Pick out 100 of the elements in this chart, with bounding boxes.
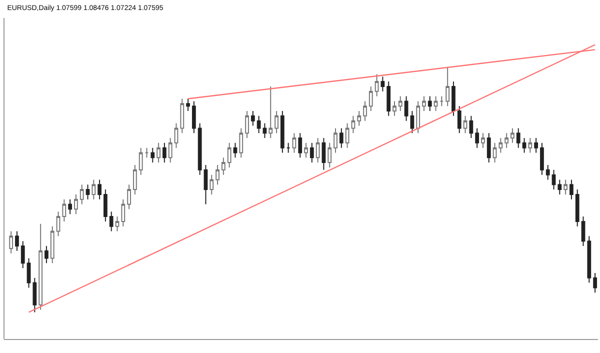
candlestick	[50, 226, 54, 264]
candlestick	[528, 138, 532, 154]
candlestick	[498, 138, 503, 154]
candlestick	[481, 132, 485, 148]
candlestick	[357, 110, 362, 126]
candlestick	[115, 216, 120, 232]
candlestick	[398, 96, 402, 112]
candlestick	[104, 189, 108, 222]
candlestick	[552, 169, 556, 190]
candlestick	[593, 272, 597, 294]
candlestick	[286, 142, 290, 154]
candlestick	[475, 128, 480, 148]
candlestick	[26, 258, 31, 288]
candlestick	[127, 184, 131, 210]
candlestick	[374, 74, 379, 97]
candlestick	[204, 164, 208, 205]
candlestick	[316, 138, 320, 164]
candlestick	[32, 277, 37, 313]
candlestick	[98, 179, 102, 200]
candlestick	[587, 236, 592, 284]
candlestick	[239, 128, 244, 158]
candlestick	[138, 147, 143, 176]
candlestick	[416, 100, 420, 134]
candlestick	[404, 96, 408, 122]
candlestick	[581, 216, 586, 246]
candlestick	[20, 240, 25, 269]
candlestick	[452, 81, 456, 116]
candlestick	[564, 179, 568, 195]
candlestick	[504, 132, 509, 148]
candlestick	[368, 86, 373, 112]
candlestick	[162, 142, 166, 164]
candlestick	[198, 122, 202, 176]
candlestick	[268, 86, 273, 139]
candlestick	[121, 198, 126, 227]
candlestick	[262, 122, 267, 139]
candlestick	[210, 174, 214, 195]
candlestick	[15, 230, 19, 252]
candlestick	[298, 132, 302, 158]
candlestick	[304, 142, 308, 158]
candlestick	[522, 138, 526, 154]
candlestick	[133, 164, 137, 195]
candlestick	[328, 142, 332, 168]
candlestick	[62, 198, 66, 222]
candlestick	[334, 128, 338, 154]
candlestick	[310, 142, 314, 164]
candlestick	[440, 96, 444, 107]
candlestick	[516, 128, 520, 148]
candlestick	[80, 184, 84, 205]
candlestick	[457, 106, 462, 134]
candlestick	[510, 128, 514, 144]
candlestick	[192, 100, 196, 134]
candlestick	[492, 142, 497, 164]
candlestick	[233, 142, 238, 158]
candlestick	[74, 194, 78, 215]
candlestick	[292, 132, 296, 154]
candlestick	[221, 157, 226, 176]
candlestick	[216, 164, 220, 186]
candlestick	[9, 230, 14, 254]
candlestick	[575, 189, 580, 227]
candlestick	[339, 128, 344, 148]
candlestick	[250, 110, 255, 126]
candlestick	[486, 132, 491, 164]
candlestick	[156, 142, 160, 164]
candlestick	[227, 142, 232, 168]
candlestick	[422, 96, 426, 112]
candlestick	[44, 245, 48, 264]
candlestick	[558, 179, 562, 195]
candlestick	[245, 110, 249, 139]
candlestick	[463, 115, 468, 134]
candlestick	[56, 211, 60, 237]
candlestick	[280, 110, 284, 154]
candlestick	[434, 96, 438, 112]
candlestick	[428, 96, 432, 112]
candlestick	[410, 110, 414, 134]
candlestick	[256, 115, 261, 134]
candlestick	[174, 122, 178, 148]
candlestick	[92, 179, 96, 200]
candlestick	[144, 147, 149, 158]
candlestick	[86, 184, 90, 200]
candlestick	[186, 98, 190, 112]
candlestick	[363, 100, 367, 122]
candlestick	[446, 66, 450, 107]
candlestick	[570, 179, 574, 200]
candlestick	[150, 147, 155, 164]
candlestick	[68, 198, 72, 215]
candlestick	[180, 98, 184, 134]
candlestick	[322, 138, 326, 170]
candlestick	[345, 122, 350, 148]
candlestick	[386, 81, 391, 116]
candlestick	[534, 138, 538, 154]
candlestick	[38, 223, 43, 310]
candlestick	[168, 138, 172, 164]
candlestick	[109, 211, 114, 232]
candlestick	[546, 164, 550, 180]
candlestick	[469, 115, 474, 139]
candlestick	[392, 100, 396, 116]
candlestick	[274, 110, 278, 134]
candlestick	[540, 142, 544, 176]
candlestick	[351, 115, 356, 134]
candlestick	[380, 76, 385, 92]
